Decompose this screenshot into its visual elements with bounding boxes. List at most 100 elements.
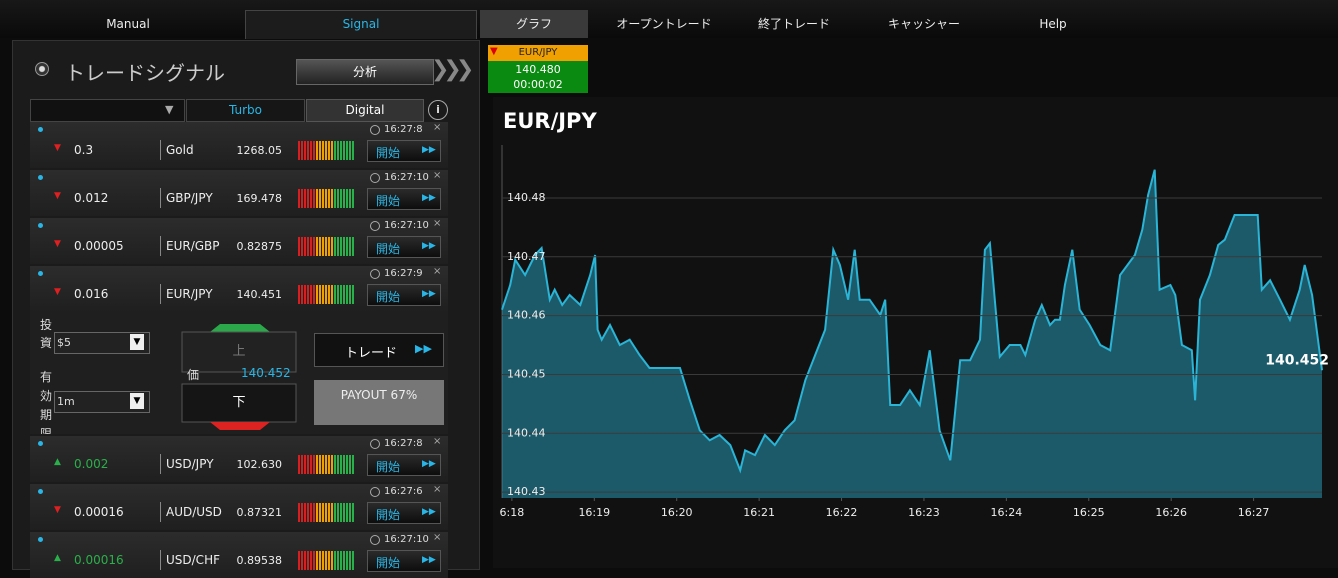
close-icon[interactable]: × (433, 170, 442, 181)
strength-bar (310, 141, 312, 160)
close-icon[interactable]: × (433, 122, 442, 133)
down-label[interactable]: 下 (232, 395, 246, 410)
info-icon[interactable]: i (428, 100, 448, 120)
close-icon[interactable]: × (433, 532, 442, 543)
strength-bar (346, 551, 348, 570)
strength-bar (319, 285, 321, 304)
select-arrow[interactable]: ▼ (130, 334, 144, 350)
strength-bar (337, 189, 339, 208)
direction-arrow: ▼ (54, 191, 61, 201)
strength-bar (316, 285, 318, 304)
signal-row: 16:27:6 × ▼ 0.00016 AUD/USD 0.87321 開始 ▶▶ (30, 484, 448, 530)
strength-bar (298, 455, 300, 474)
chevrons: ❯❯❯ (431, 57, 474, 82)
close-icon[interactable]: × (433, 266, 442, 277)
signal-time: 16:27:10 (384, 534, 429, 545)
strength-bar (307, 551, 309, 570)
investment-select[interactable]: $5 (54, 332, 150, 354)
strength-bar (352, 503, 354, 522)
strength-bar (343, 285, 345, 304)
strength-bar (352, 141, 354, 160)
filter-digital[interactable]: Digital (306, 99, 424, 122)
signal-price: 0.87321 (236, 506, 283, 519)
tab-bg (245, 10, 477, 39)
trade-button-label: トレード (345, 346, 398, 361)
up-label[interactable]: 上 (232, 344, 246, 359)
signal-time: 16:27:8 (384, 438, 423, 449)
up-button[interactable] (181, 331, 297, 373)
strength-bar (319, 455, 321, 474)
strength-bar (310, 503, 312, 522)
panel-title: トレードシグナル (65, 61, 225, 85)
separator (160, 502, 161, 522)
last-price-label: 140.452 (1265, 352, 1329, 368)
strength-bar (310, 455, 312, 474)
strength-bar (340, 141, 342, 160)
nav-tab[interactable]: Signal (342, 17, 380, 31)
strength-bar (349, 237, 351, 256)
start-button[interactable]: 開始 ▶▶ (367, 188, 441, 210)
strength-bar (346, 285, 348, 304)
start-button[interactable]: 開始 ▶▶ (367, 550, 441, 572)
status-dot (38, 175, 43, 180)
filter-turbo[interactable]: Turbo (186, 99, 305, 122)
ticker-symbol: EUR/JPY (518, 47, 558, 58)
expiry-select[interactable]: 1m (54, 391, 150, 413)
nav-tab[interactable]: Help (1039, 17, 1067, 31)
strength-bar (304, 503, 306, 522)
clock-icon (370, 439, 380, 449)
start-button[interactable]: 開始 ▶▶ (367, 236, 441, 258)
dropdown[interactable]: ▼ (30, 99, 185, 122)
start-button[interactable]: 開始 ▶▶ (367, 140, 441, 162)
close-icon[interactable]: × (433, 436, 442, 447)
signal-price: 140.451 (236, 288, 283, 301)
close-icon[interactable]: × (433, 218, 442, 229)
nav-tab[interactable]: オープントレード (616, 17, 712, 31)
strength-bar (346, 455, 348, 474)
signal-symbol: USD/JPY (166, 457, 214, 471)
strength-bar (337, 551, 339, 570)
signal-time: 16:27:8 (384, 124, 423, 135)
nav-tab[interactable]: グラフ (515, 17, 552, 31)
x-tick-label: 16:25 (1073, 506, 1105, 519)
start-button[interactable]: 開始 ▶▶ (367, 502, 441, 524)
signal-symbol: EUR/GBP (166, 239, 220, 253)
direction-arrow: ▲ (54, 457, 61, 467)
analyze-button[interactable]: 分析 (296, 59, 434, 85)
strength-bar (316, 189, 318, 208)
nav-tab[interactable]: 終了トレード (757, 17, 830, 31)
strength-bar (328, 503, 330, 522)
start-button[interactable]: 開始 ▶▶ (367, 454, 441, 476)
signal-row: 16:27:10 × ▲ 0.00016 USD/CHF 0.89538 開始 ▶▶ (30, 532, 448, 578)
strength-bar (322, 503, 324, 522)
start-button[interactable]: 開始 ▶▶ (367, 284, 441, 306)
signal-symbol: EUR/JPY (166, 287, 213, 301)
radio[interactable] (35, 62, 49, 76)
signal-symbol: USD/CHF (166, 553, 220, 567)
strength-bar (316, 551, 318, 570)
investment-label: 投資 (40, 318, 53, 350)
strength-bar (301, 237, 303, 256)
strength-bar (328, 237, 330, 256)
select-arrow[interactable]: ▼ (130, 393, 144, 409)
strength-bar (331, 285, 333, 304)
trade-button[interactable]: トレード ▶▶ (314, 333, 444, 367)
strength-bar (316, 237, 318, 256)
x-tick-label: 16:21 (743, 506, 775, 519)
strength-bar (352, 285, 354, 304)
nav-tab[interactable]: キャッシャー (887, 17, 960, 31)
down-tab (210, 422, 270, 430)
close-icon[interactable]: × (433, 484, 442, 495)
strength-bar (301, 141, 303, 160)
strength-bar (313, 141, 315, 160)
chart: EUR/JPY 140.43 140.44 140.45 140.46 140.47 14… (493, 97, 1338, 568)
signal-time: 16:27:6 (384, 486, 423, 497)
down-button[interactable] (181, 383, 297, 423)
nav-tab[interactable]: Manual (106, 17, 150, 31)
strength-bar (304, 285, 306, 304)
strength-bar (331, 189, 333, 208)
status-dot (38, 537, 43, 542)
separator (160, 284, 161, 304)
strength-bar (325, 237, 327, 256)
status-dot (38, 489, 43, 494)
